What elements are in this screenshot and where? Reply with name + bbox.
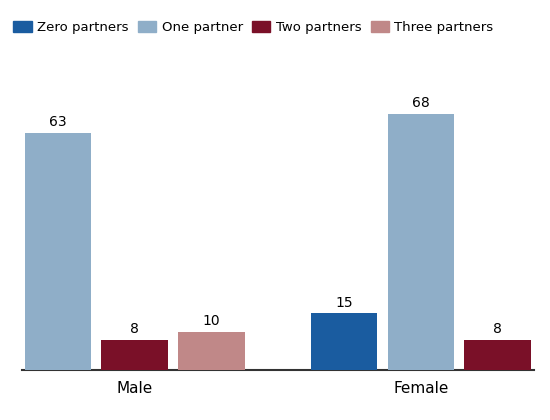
Text: 8: 8 bbox=[493, 322, 502, 336]
Text: 10: 10 bbox=[202, 314, 220, 328]
Bar bbox=[101, 339, 168, 370]
Legend: Zero partners, One partner, Two partners, Three partners: Zero partners, One partner, Two partners… bbox=[8, 16, 499, 39]
Bar bbox=[311, 313, 377, 370]
Bar bbox=[464, 339, 531, 370]
Bar bbox=[388, 114, 454, 370]
Bar bbox=[178, 332, 245, 370]
Text: 68: 68 bbox=[412, 97, 430, 110]
Text: 63: 63 bbox=[49, 115, 67, 129]
Text: 15: 15 bbox=[336, 296, 353, 310]
Bar bbox=[25, 133, 91, 370]
Text: 8: 8 bbox=[130, 322, 139, 336]
